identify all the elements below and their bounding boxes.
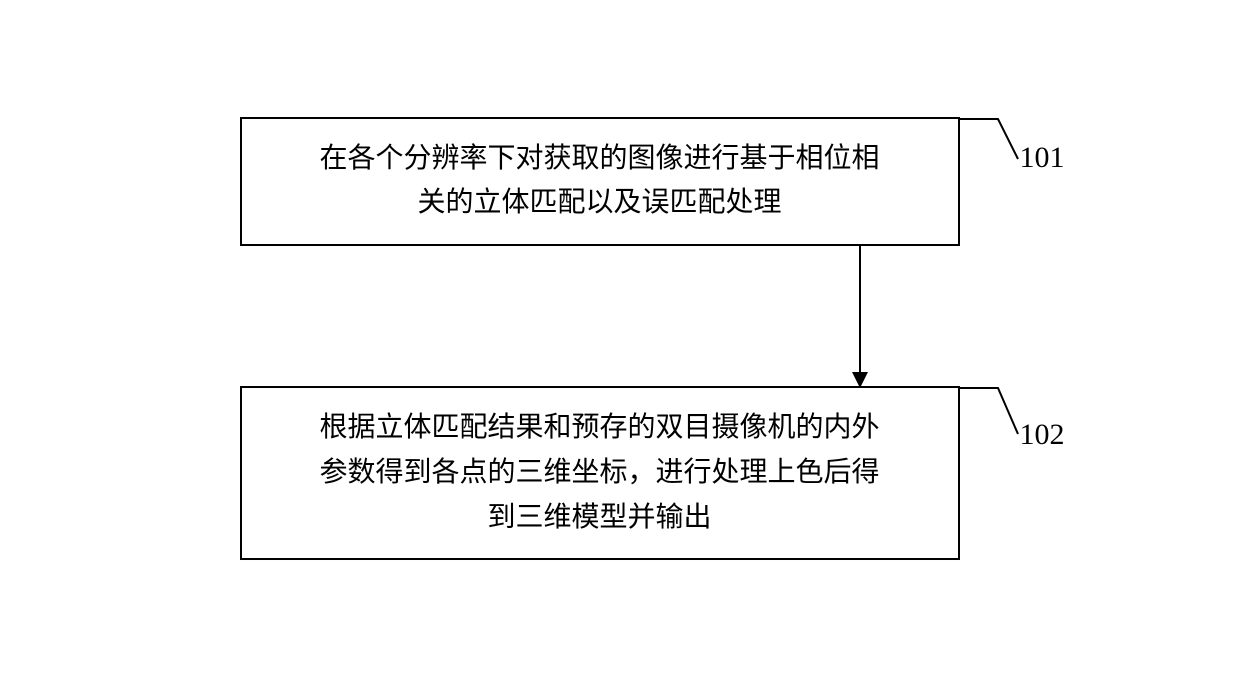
flow-node-101: 在各个分辨率下对获取的图像进行基于相位相 关的立体匹配以及误匹配处理 [240,117,960,247]
node-101-line1: 在各个分辨率下对获取的图像进行基于相位相 [270,137,930,182]
node-102-line3: 到三维模型并输出 [270,496,930,541]
flow-node-102: 根据立体匹配结果和预存的双目摄像机的内外 参数得到各点的三维坐标，进行处理上色后… [240,386,960,560]
connector-102 [958,386,1028,441]
connector-101 [958,117,1028,167]
arrow-101-to-102 [859,246,861,386]
flowchart-container: 在各个分辨率下对获取的图像进行基于相位相 关的立体匹配以及误匹配处理 101 根… [120,117,1120,561]
node-row-102: 根据立体匹配结果和预存的双目摄像机的内外 参数得到各点的三维坐标，进行处理上色后… [120,386,1120,560]
node-102-line1: 根据立体匹配结果和预存的双目摄像机的内外 [270,406,930,451]
node-row-101: 在各个分辨率下对获取的图像进行基于相位相 关的立体匹配以及误匹配处理 101 [120,117,1120,247]
node-label-102: 102 [1020,418,1065,452]
node-101-line2: 关的立体匹配以及误匹配处理 [270,181,930,226]
node-label-101: 101 [1020,141,1065,175]
node-102-line2: 参数得到各点的三维坐标，进行处理上色后得 [270,451,930,496]
